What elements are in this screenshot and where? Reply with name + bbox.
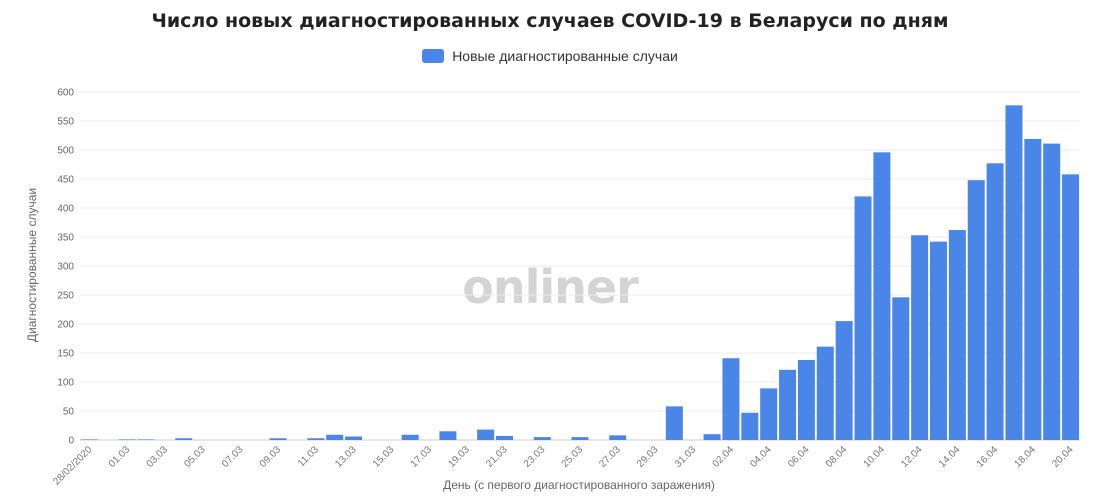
bar[interactable] bbox=[835, 321, 853, 440]
x-tick-label: 12.04 bbox=[899, 444, 925, 470]
x-tick-label: 19.03 bbox=[446, 444, 472, 470]
bar[interactable] bbox=[137, 439, 155, 440]
watermark-logo: onliner bbox=[462, 260, 639, 314]
x-tick-label: 02.04 bbox=[711, 444, 737, 470]
bar[interactable] bbox=[1043, 143, 1061, 440]
bar[interactable] bbox=[930, 241, 947, 440]
x-tick-label: 27.03 bbox=[597, 444, 623, 470]
bar[interactable] bbox=[269, 438, 287, 440]
bar[interactable] bbox=[307, 438, 325, 440]
y-tick-label: 400 bbox=[57, 204, 74, 215]
x-tick-label: 29.03 bbox=[635, 444, 661, 470]
y-tick-label: 550 bbox=[57, 117, 74, 128]
x-tick-label: 21.03 bbox=[484, 444, 510, 470]
y-tick-label: 150 bbox=[57, 349, 74, 360]
bar[interactable] bbox=[1062, 174, 1080, 441]
y-tick-label: 200 bbox=[57, 320, 74, 331]
bar[interactable] bbox=[722, 358, 740, 440]
bar[interactable] bbox=[326, 434, 344, 440]
y-tick-label: 600 bbox=[57, 88, 74, 99]
legend[interactable]: Новые диагностированные случаи bbox=[0, 48, 1100, 64]
legend-label: Новые диагностированные случаи bbox=[452, 48, 678, 64]
bar[interactable] bbox=[609, 435, 627, 440]
y-tick-label: 450 bbox=[57, 175, 74, 186]
x-tick-label: 06.04 bbox=[786, 444, 812, 470]
bar[interactable] bbox=[892, 297, 910, 440]
x-tick-label: 14.04 bbox=[937, 444, 963, 470]
bars bbox=[80, 105, 1080, 441]
bar[interactable] bbox=[477, 429, 495, 440]
x-tick-label: 16.04 bbox=[975, 444, 1001, 470]
legend-swatch bbox=[422, 49, 445, 63]
bar[interactable] bbox=[816, 346, 834, 440]
x-tick-label: 20.04 bbox=[1050, 444, 1076, 470]
y-tick-label: 300 bbox=[57, 262, 74, 273]
bar[interactable] bbox=[439, 431, 457, 440]
bar[interactable] bbox=[873, 152, 891, 440]
bar[interactable] bbox=[118, 439, 136, 440]
x-tick-label: 01.03 bbox=[107, 444, 133, 470]
bar[interactable] bbox=[345, 436, 363, 440]
bar[interactable] bbox=[911, 235, 929, 440]
x-tick-label: 03.03 bbox=[145, 444, 171, 470]
y-tick-label: 50 bbox=[63, 407, 75, 418]
bar[interactable] bbox=[760, 388, 778, 440]
x-tick-label: 25.03 bbox=[560, 444, 586, 470]
x-tick-label: 09.03 bbox=[258, 444, 284, 470]
bar[interactable] bbox=[175, 438, 193, 440]
bar[interactable] bbox=[779, 369, 797, 440]
bar[interactable] bbox=[80, 439, 98, 440]
x-tick-label: 04.04 bbox=[748, 444, 774, 470]
bar[interactable] bbox=[1005, 105, 1023, 440]
x-tick-label: 07.03 bbox=[220, 444, 246, 470]
bar[interactable] bbox=[854, 196, 872, 440]
x-axis-label: День (с первого диагностированного зараж… bbox=[443, 478, 715, 492]
bar[interactable] bbox=[533, 437, 551, 440]
bar[interactable] bbox=[797, 359, 815, 440]
bar[interactable] bbox=[571, 437, 589, 440]
y-tick-label: 500 bbox=[57, 146, 74, 157]
bar[interactable] bbox=[948, 230, 966, 440]
y-tick-label: 250 bbox=[57, 291, 74, 302]
x-tick-label: 15.03 bbox=[371, 444, 397, 470]
y-tick-label: 350 bbox=[57, 233, 74, 244]
y-tick-label: 0 bbox=[68, 436, 74, 447]
y-tick-label: 100 bbox=[57, 378, 74, 389]
x-tick-label: 13.03 bbox=[333, 444, 359, 470]
bar[interactable] bbox=[1024, 138, 1042, 441]
bar[interactable] bbox=[741, 412, 759, 440]
x-tick-label: 18.04 bbox=[1012, 444, 1038, 470]
bar[interactable] bbox=[496, 435, 514, 440]
bar[interactable] bbox=[401, 434, 419, 440]
x-tick-label: 17.03 bbox=[409, 444, 435, 470]
x-tick-label: 11.03 bbox=[296, 444, 321, 469]
chart-title: Число новых диагностированных случаев CO… bbox=[151, 10, 949, 32]
x-tick-label: 28/02/2020 bbox=[51, 444, 94, 487]
x-tick-label: 05.03 bbox=[182, 444, 208, 470]
x-tick-label: 10.04 bbox=[862, 444, 888, 470]
bar[interactable] bbox=[986, 163, 1004, 440]
bar[interactable] bbox=[703, 434, 721, 440]
x-tick-label: 23.03 bbox=[522, 444, 548, 470]
bar[interactable] bbox=[967, 180, 985, 440]
bar[interactable] bbox=[665, 406, 683, 440]
y-axis-ticks: 0 50 100 150 200 250 300 350 400 450 500 550 600 bbox=[57, 88, 74, 447]
x-axis-ticks: 28/02/2020 01.03 03.03 05.03 07.03 09.03 11.03… bbox=[51, 444, 1076, 487]
x-tick-label: 31.03 bbox=[673, 444, 699, 470]
x-tick-label: 08.04 bbox=[824, 444, 850, 470]
